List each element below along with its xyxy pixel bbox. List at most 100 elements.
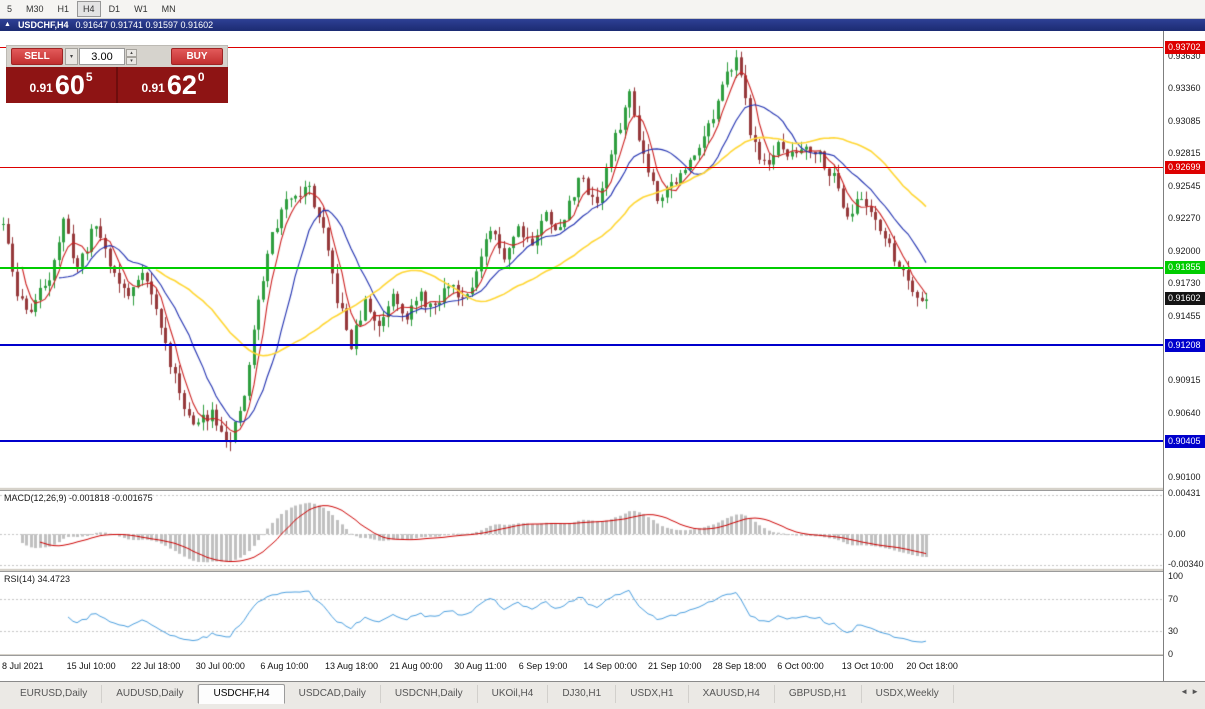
sell-price-point: 5 (85, 70, 93, 84)
sell-price-prefix: 0.91 (29, 81, 53, 95)
time-axis-label: 8 Jul 2021 (2, 661, 44, 671)
price-axis[interactable]: 0.93630 0.93360 0.93085 0.92815 0.92545 0.922… (1163, 31, 1205, 681)
time-axis-label: 6 Aug 10:00 (260, 661, 309, 671)
price-chart-canvas[interactable] (0, 31, 1163, 487)
chart-tab-eurusd-daily[interactable]: EURUSD,Daily (6, 685, 103, 703)
chart-title-ohlc: 0.91647 0.91741 0.91597 0.91602 (75, 20, 214, 30)
time-axis-label: 22 Jul 18:00 (131, 661, 181, 671)
macd-pane-separator[interactable] (0, 487, 1205, 491)
chart-tab-dj30-h1[interactable]: DJ30,H1 (548, 685, 617, 703)
tab-scroll-controls: ◄ ► (1180, 684, 1201, 696)
dropdown-arrow-icon: ▾ (69, 54, 73, 60)
price-axis-label: 0.92815 (1168, 148, 1201, 159)
rsi-axis-label: 0 (1168, 649, 1174, 659)
buy-price-prefix: 0.91 (141, 81, 165, 95)
timeframe-button-h4[interactable]: H4 (77, 1, 101, 17)
time-axis-label: 21 Sep 10:00 (648, 661, 702, 671)
horizontal-line-0.92699[interactable] (0, 166, 1163, 168)
macd-axis-label: -0.00340 (1168, 559, 1204, 570)
price-badge-0.90405: 0.90405 (1165, 434, 1205, 448)
time-axis[interactable]: 8 Jul 2021 15 Jul 10:00 22 Jul 18:00 30 Jul… (0, 656, 1163, 680)
buy-button[interactable]: BUY (171, 48, 223, 65)
sell-price-button[interactable]: 0.91 60 5 (6, 67, 116, 103)
price-axis-label: 0.92000 (1168, 245, 1201, 256)
volume-decrease-button[interactable]: ▾ (126, 56, 137, 65)
buy-price-point: 0 (197, 70, 205, 84)
tabs-scroll-right-icon[interactable]: ► (1191, 687, 1199, 696)
timeframe-button-h1[interactable]: H1 (52, 1, 76, 17)
buy-price-button[interactable]: 0.91 62 0 (118, 67, 228, 103)
chart-tab-usdcnh-daily[interactable]: USDCNH,Daily (381, 685, 478, 703)
horizontal-line-0.90405[interactable] (0, 440, 1163, 443)
timeframe-button-m30[interactable]: M30 (20, 1, 50, 17)
volume-input[interactable] (79, 48, 125, 65)
timeframe-button-mn[interactable]: MN (156, 1, 182, 17)
one-click-trading-panel: SELL ▾ ▴ ▾ BUY 0.91 60 5 0.91 62 0 (6, 45, 228, 103)
timeframe-toolbar: 5 M30 H1 H4 D1 W1 MN (0, 0, 1205, 19)
price-axis-label: 0.93360 (1168, 83, 1201, 94)
time-axis-label: 28 Sep 18:00 (712, 661, 767, 671)
macd-canvas[interactable] (0, 491, 1163, 568)
time-axis-label: 21 Aug 00:00 (389, 661, 443, 671)
price-axis-label: 0.93630 (1168, 51, 1201, 62)
chart-tab-bar: EURUSD,Daily AUDUSD,Daily USDCHF,H4 USDCAD,… (0, 681, 1205, 709)
price-badge-0.92699: 0.92699 (1165, 160, 1205, 174)
timeframe-button-5[interactable]: 5 (1, 1, 18, 17)
chart-title-symbol: USDCHF,H4 (17, 20, 69, 30)
price-axis-label: 0.92545 (1168, 180, 1201, 191)
time-axis-label: 30 Aug 11:00 (454, 661, 507, 671)
volume-increase-button[interactable]: ▴ (126, 48, 137, 57)
price-badge-0.91208: 0.91208 (1165, 338, 1205, 352)
sell-button[interactable]: SELL (11, 48, 63, 65)
chart-tab-ukoil-h4[interactable]: UKOil,H4 (478, 685, 549, 703)
rsi-canvas[interactable] (0, 572, 1163, 654)
chart-tab-usdchf-h4[interactable]: USDCHF,H4 (198, 684, 285, 704)
time-axis-label: 13 Oct 10:00 (841, 661, 894, 671)
time-axis-label: 15 Jul 10:00 (66, 661, 116, 671)
volume-stepper: ▴ ▾ (126, 48, 137, 65)
chart-title-bar[interactable]: ▲ USDCHF,H4 0.91647 0.91741 0.91597 0.91… (0, 19, 1205, 31)
time-axis-label: 6 Oct 00:00 (777, 661, 824, 671)
timeframe-button-d1[interactable]: D1 (103, 1, 127, 17)
one-click-collapse-icon[interactable]: ▲ (4, 21, 11, 28)
time-axis-label: 14 Sep 00:00 (583, 661, 637, 671)
chart-tab-usdx-h1[interactable]: USDX,H1 (616, 685, 689, 703)
rsi-axis-label: 100 (1168, 571, 1184, 581)
chart-tab-xauusd-h4[interactable]: XAUUSD,H4 (689, 685, 775, 703)
volume-dropdown-button[interactable]: ▾ (65, 48, 78, 65)
trade-panel-controls: SELL ▾ ▴ ▾ BUY (6, 45, 228, 67)
chart-tab-gbpusd-h1[interactable]: GBPUSD,H1 (775, 685, 862, 703)
rsi-axis-label: 30 (1168, 625, 1179, 636)
tabs-scroll-left-icon[interactable]: ◄ (1180, 687, 1189, 696)
price-badge-0.91855: 0.91855 (1165, 261, 1205, 275)
chart-tab-usdcad-daily[interactable]: USDCAD,Daily (285, 685, 381, 703)
trade-panel-prices: 0.91 60 5 0.91 62 0 (6, 67, 228, 103)
rsi-indicator-label: RSI(14) 34.4723 (4, 574, 71, 584)
time-axis-label: 13 Aug 18:00 (325, 661, 379, 671)
current-price-badge: 0.91602 (1165, 291, 1205, 305)
price-axis-label: 0.92270 (1168, 213, 1201, 224)
chart-tab-audusd-daily[interactable]: AUDUSD,Daily (102, 685, 199, 703)
macd-axis-label: 0.00 (1168, 529, 1186, 540)
horizontal-line-0.91855[interactable] (0, 266, 1163, 269)
buy-price-pips: 62 (166, 70, 197, 100)
price-axis-label: 0.91730 (1168, 277, 1201, 288)
time-axis-label: 6 Sep 19:00 (518, 661, 568, 671)
macd-axis-label: 0.00431 (1168, 488, 1201, 499)
chart-tab-usdx-weekly[interactable]: USDX,Weekly (862, 685, 954, 703)
horizontal-line-0.93702[interactable] (0, 46, 1163, 48)
price-axis-label: 0.93085 (1168, 116, 1201, 127)
horizontal-lines-layer (0, 31, 1163, 487)
time-axis-separator (0, 654, 1205, 656)
price-badge-0.93702: 0.93702 (1165, 40, 1205, 54)
horizontal-line-0.91208[interactable] (0, 344, 1163, 347)
price-axis-label: 0.91455 (1168, 310, 1201, 321)
timeframe-button-w1[interactable]: W1 (128, 1, 154, 17)
price-axis-label: 0.90100 (1168, 472, 1201, 483)
macd-indicator-label: MACD(12,26,9) -0.001818 -0.001675 (4, 493, 153, 503)
time-axis-label: 20 Oct 18:00 (906, 661, 958, 671)
rsi-pane-separator[interactable] (0, 568, 1205, 572)
sell-price-pips: 60 (54, 70, 85, 100)
price-axis-label: 0.90915 (1168, 375, 1201, 386)
